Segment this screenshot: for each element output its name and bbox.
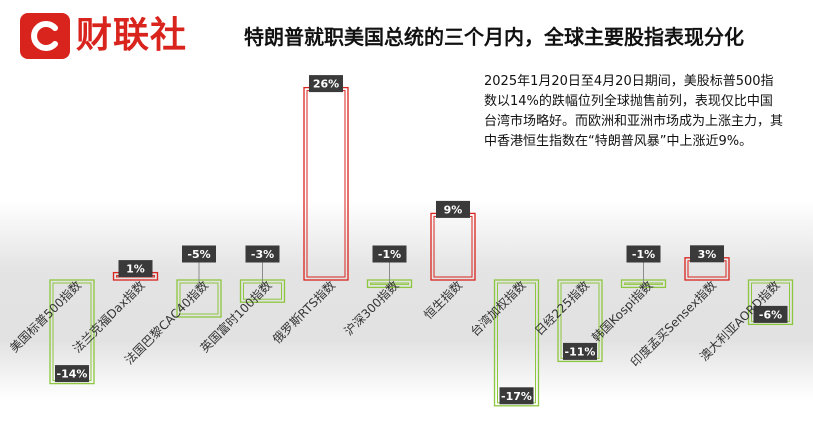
- headline: 特朗普就职美国总统的三个月内，全球主要股指表现分化: [244, 25, 744, 49]
- data-label: -14%: [57, 368, 88, 381]
- bar: [557, 279, 603, 363]
- data-label: 3%: [698, 248, 717, 261]
- chart-backdrop: [0, 200, 813, 400]
- data-label: -1%: [632, 248, 655, 261]
- bar: [747, 279, 794, 326]
- brand-name: 财联社: [76, 15, 188, 56]
- bar-inner-border: [306, 90, 346, 278]
- brand-logo: 财联社: [20, 12, 187, 60]
- bar: [49, 279, 95, 385]
- data-label: 9%: [444, 203, 463, 216]
- summary-note: 2025年1月20日至4月20日期间，美股标普500指数以14%的跌幅位列全球抛…: [484, 74, 784, 149]
- category-label: 恒生指数: [421, 278, 466, 323]
- data-label-badge: [118, 260, 153, 278]
- data-label-badge: [245, 245, 280, 263]
- data-label-badge: [626, 245, 661, 263]
- data-label-badge: [499, 387, 534, 405]
- category-label: 俄罗斯RTS指数: [269, 278, 338, 347]
- data-label-badge: [55, 365, 89, 383]
- data-label: 1%: [126, 263, 145, 276]
- data-label-badge: [563, 342, 597, 360]
- bar: [303, 86, 349, 281]
- data-label-badge: [436, 200, 470, 218]
- data-label: -6%: [759, 308, 782, 321]
- data-label: -17%: [501, 390, 532, 403]
- data-label: -5%: [187, 248, 210, 261]
- data-label-badge: [690, 245, 724, 263]
- data-label: 26%: [313, 78, 339, 91]
- data-label-badge: [372, 245, 407, 263]
- bar-inner-border: [433, 215, 473, 278]
- data-label-badge: [753, 305, 788, 323]
- data-label: -1%: [378, 248, 401, 261]
- brand-logo-icon: [20, 13, 70, 59]
- bar: [493, 279, 540, 407]
- data-label-badge: [182, 245, 216, 263]
- data-label-badge: [309, 75, 343, 93]
- category-label: 沪深300指数: [341, 278, 402, 339]
- bar-inner-border: [687, 260, 727, 278]
- data-label: -11%: [565, 345, 596, 358]
- category-label: 日经225指数: [531, 278, 592, 339]
- data-label: -3%: [251, 248, 274, 261]
- bar: [430, 212, 476, 281]
